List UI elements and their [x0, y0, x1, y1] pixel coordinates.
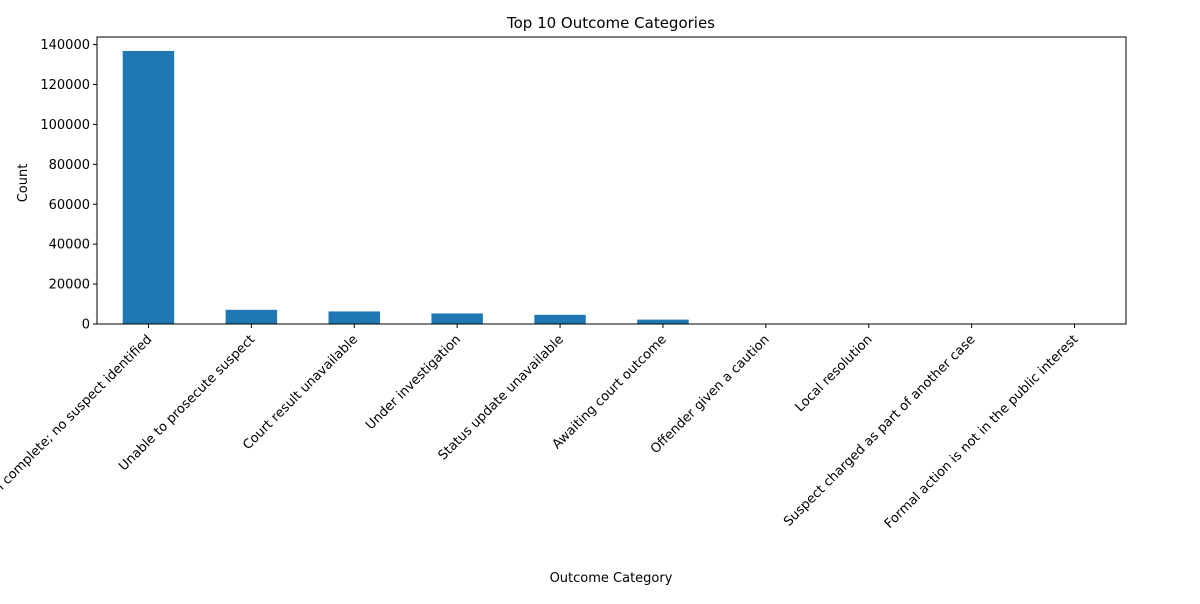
y-tick-label: 60000: [49, 198, 90, 213]
y-tick-label: 100000: [40, 118, 90, 133]
x-tick-label: Local resolution: [793, 332, 876, 415]
x-tick-label: Suspect charged as part of another case: [781, 332, 978, 529]
plot-frame: [97, 37, 1126, 324]
x-axis-label: Outcome Category: [550, 571, 673, 586]
y-tick-label: 120000: [40, 78, 90, 93]
x-tick-label: Investigation complete; no suspect ident…: [0, 332, 155, 550]
x-ticks-layer: Investigation complete; no suspect ident…: [0, 324, 1081, 551]
bar: [123, 51, 174, 324]
y-tick-label: 0: [82, 318, 90, 333]
x-tick-label: Under investigation: [363, 332, 464, 433]
x-tick-label: Offender given a caution: [648, 332, 773, 457]
bar: [431, 313, 482, 324]
bar: [329, 311, 380, 324]
x-tick-label: Awaiting court outcome: [550, 332, 670, 452]
bar: [226, 310, 277, 324]
bar: [637, 320, 688, 324]
x-tick-label: Court result unavailable: [240, 332, 361, 453]
y-ticks-layer: 0 20000 40000 60000 80000 100000 120000 140000: [40, 38, 97, 332]
x-tick-label: Status update unavailable: [436, 332, 567, 463]
y-tick-label: 20000: [49, 278, 90, 293]
bar: [534, 315, 585, 324]
bars-layer: [123, 51, 1101, 324]
y-tick-label: 140000: [40, 38, 90, 53]
chart-title: Top 10 Outcome Categories: [506, 14, 715, 32]
y-tick-label: 80000: [49, 158, 90, 173]
y-tick-label: 40000: [49, 238, 90, 253]
x-tick-label: Formal action is not in the public inter…: [882, 332, 1081, 531]
y-axis-label: Count: [16, 164, 31, 203]
